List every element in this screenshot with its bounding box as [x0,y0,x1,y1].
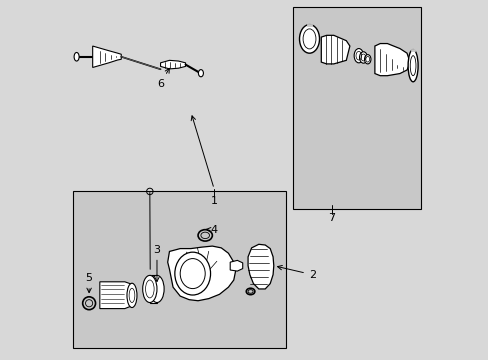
Text: 6: 6 [157,68,169,89]
Text: 1: 1 [210,197,217,206]
Ellipse shape [364,55,370,64]
Text: 7: 7 [328,212,335,222]
Ellipse shape [353,49,363,63]
Polygon shape [160,60,185,69]
Ellipse shape [149,275,164,302]
Text: 5: 5 [85,273,92,293]
Ellipse shape [142,275,157,302]
Text: 3: 3 [153,245,160,282]
Text: 2: 2 [277,265,315,280]
Polygon shape [321,35,349,64]
Ellipse shape [74,53,79,61]
Ellipse shape [359,52,366,63]
Bar [73,191,285,348]
Polygon shape [100,282,132,309]
Ellipse shape [407,50,417,82]
Ellipse shape [198,69,203,77]
Text: 4: 4 [206,225,217,235]
Polygon shape [230,260,242,271]
Polygon shape [374,44,408,76]
Polygon shape [93,46,121,67]
Polygon shape [149,275,157,302]
Polygon shape [167,246,235,301]
Ellipse shape [299,24,319,53]
Bar [292,7,421,208]
Ellipse shape [175,252,210,295]
Polygon shape [247,244,273,289]
Ellipse shape [127,283,137,307]
